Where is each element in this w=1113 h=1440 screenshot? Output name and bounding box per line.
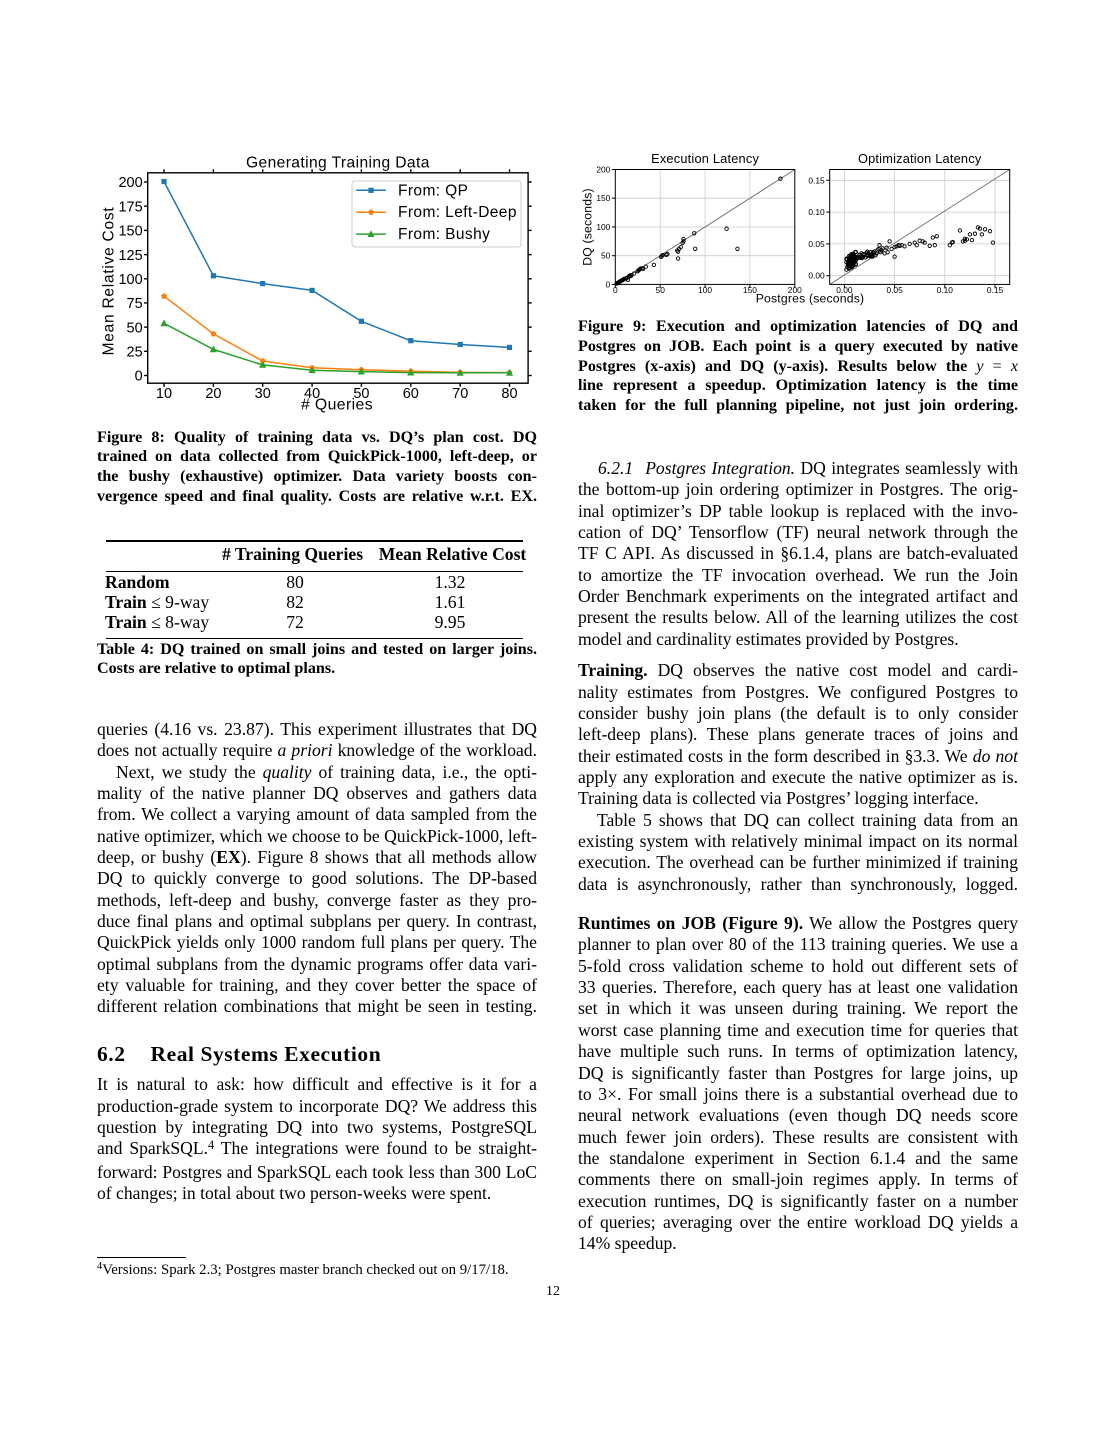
svg-text:0: 0 — [613, 285, 618, 295]
svg-text:0: 0 — [606, 279, 611, 289]
svg-text:From: QP: From: QP — [398, 182, 468, 199]
svg-text:50: 50 — [656, 285, 666, 295]
svg-text:50: 50 — [353, 386, 369, 402]
svg-text:30: 30 — [255, 386, 271, 402]
svg-text:175: 175 — [118, 199, 142, 215]
svg-text:150: 150 — [118, 224, 142, 240]
svg-text:100: 100 — [118, 272, 142, 288]
svg-text:0.10: 0.10 — [937, 285, 954, 295]
svg-text:From: Left-Deep: From: Left-Deep — [398, 204, 517, 221]
svg-text:125: 125 — [118, 248, 142, 264]
svg-text:Mean Relative Cost: Mean Relative Cost — [101, 207, 118, 356]
svg-text:200: 200 — [118, 175, 142, 191]
svg-text:40: 40 — [304, 386, 320, 402]
svg-text:0.05: 0.05 — [886, 285, 903, 295]
svg-text:0: 0 — [135, 369, 143, 385]
svg-text:200: 200 — [596, 165, 610, 175]
svg-text:Generating Training Data: Generating Training Data — [246, 155, 430, 172]
svg-text:100: 100 — [596, 222, 610, 232]
svg-text:100: 100 — [698, 285, 712, 295]
svg-text:25: 25 — [127, 345, 143, 361]
svg-text:0.05: 0.05 — [808, 239, 825, 249]
svg-text:60: 60 — [403, 386, 419, 402]
svg-text:70: 70 — [452, 386, 468, 402]
svg-text:# Queries: # Queries — [301, 397, 373, 414]
svg-text:10: 10 — [156, 386, 172, 402]
svg-text:Postgres (seconds): Postgres (seconds) — [756, 292, 865, 306]
svg-text:0.15: 0.15 — [808, 175, 825, 185]
svg-text:150: 150 — [743, 285, 757, 295]
svg-text:0.00: 0.00 — [808, 271, 825, 281]
svg-text:200: 200 — [788, 285, 802, 295]
svg-text:0.00: 0.00 — [836, 285, 853, 295]
svg-text:Execution Latency: Execution Latency — [651, 151, 759, 166]
svg-text:75: 75 — [127, 296, 143, 312]
svg-text:50: 50 — [127, 320, 143, 336]
svg-text:50: 50 — [601, 251, 611, 261]
svg-text:80: 80 — [501, 386, 517, 402]
svg-text:From: Bushy: From: Bushy — [398, 226, 490, 243]
svg-text:0.10: 0.10 — [808, 207, 825, 217]
svg-text:150: 150 — [596, 193, 610, 203]
svg-text:20: 20 — [205, 386, 221, 402]
svg-text:Optimization Latency: Optimization Latency — [858, 151, 982, 166]
svg-text:DQ (seconds): DQ (seconds) — [581, 188, 595, 266]
svg-text:0.15: 0.15 — [987, 285, 1004, 295]
